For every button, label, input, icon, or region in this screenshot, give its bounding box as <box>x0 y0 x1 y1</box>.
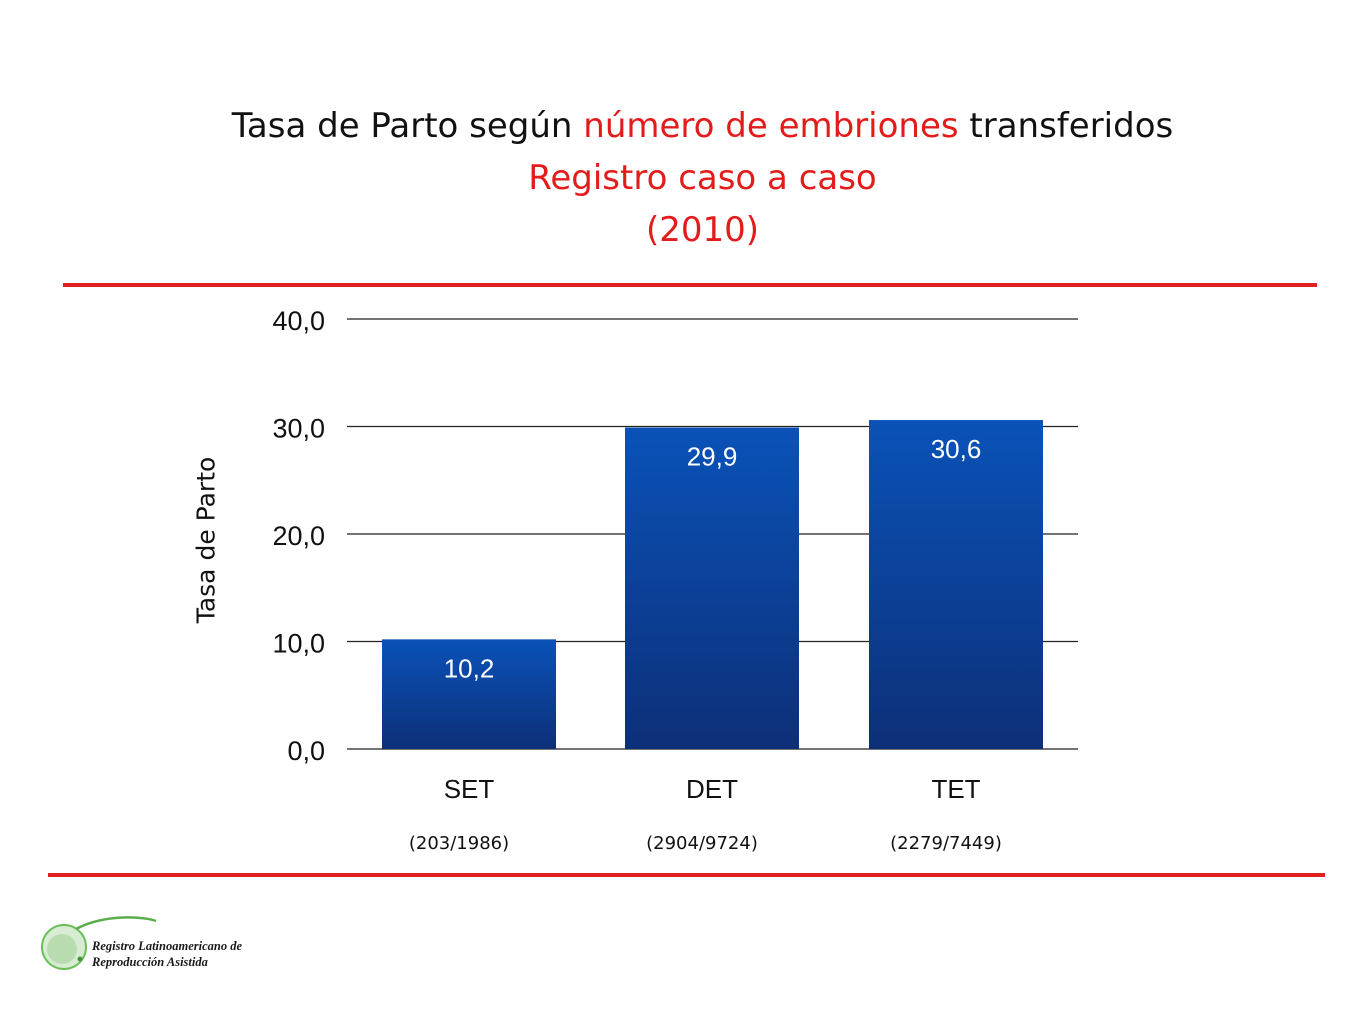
title-part-3: transferidos <box>958 106 1174 146</box>
registro-logo-icon <box>41 916 157 970</box>
data-label: 29,9 <box>687 442 738 472</box>
count-label: (2904/9724) <box>646 833 758 854</box>
x-tick-label: DET <box>686 774 738 804</box>
logo-line-2: Reproducción Asistida <box>92 955 208 969</box>
x-tick-label: SET <box>444 774 495 804</box>
y-tick-label: 30,0 <box>272 414 325 444</box>
logo-line-1: Registro Latinoamericano de <box>92 939 242 953</box>
chart-title: Tasa de Parto según número de embriones … <box>0 100 1365 256</box>
top-divider <box>63 283 1317 287</box>
count-label: (2279/7449) <box>890 833 1002 854</box>
y-tick-label: 10,0 <box>272 629 325 659</box>
y-tick-label: 40,0 <box>272 306 325 336</box>
title-part-1: Tasa de Parto según <box>231 106 584 146</box>
chart-year: (2010) <box>645 210 760 250</box>
count-label: (203/1986) <box>409 833 509 854</box>
x-tick-label: TET <box>931 774 980 804</box>
chart-subtitle: Registro caso a caso <box>528 158 877 198</box>
bottom-divider <box>48 873 1325 877</box>
title-part-2: número de embriones <box>583 106 959 146</box>
bar-det <box>625 427 799 749</box>
bar-tet <box>869 420 1043 749</box>
y-tick-label: 0,0 <box>287 736 325 766</box>
y-tick-label: 20,0 <box>272 521 325 551</box>
bar-set <box>382 639 556 749</box>
logo-text: Registro Latinoamericano de Reproducción… <box>92 938 242 970</box>
data-label: 30,6 <box>931 434 982 464</box>
data-label: 10,2 <box>444 653 495 683</box>
